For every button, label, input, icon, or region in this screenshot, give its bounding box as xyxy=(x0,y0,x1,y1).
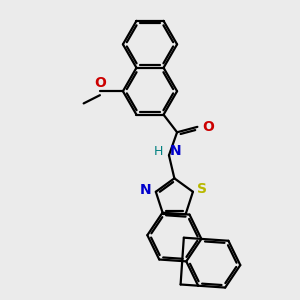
Text: N: N xyxy=(169,144,181,158)
Text: O: O xyxy=(94,76,106,90)
Text: S: S xyxy=(197,182,207,196)
Text: O: O xyxy=(202,120,214,134)
Text: N: N xyxy=(139,183,151,197)
Text: H: H xyxy=(154,145,163,158)
